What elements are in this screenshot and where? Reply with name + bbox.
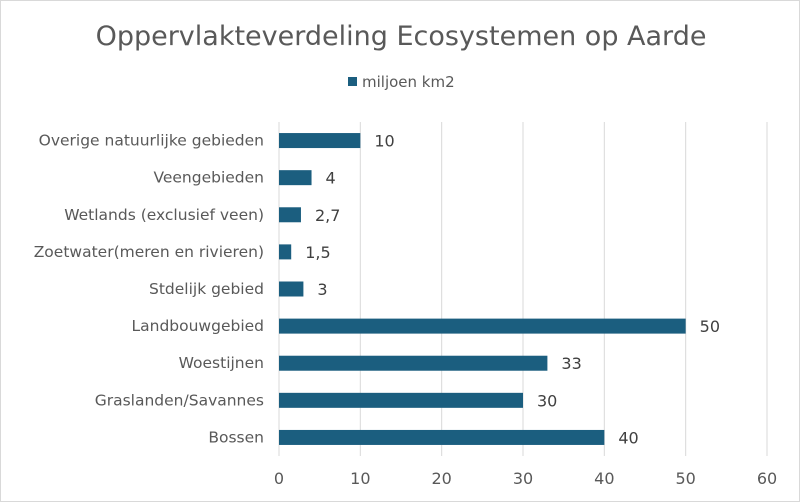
x-tick-label: 50 bbox=[675, 469, 695, 488]
data-label: 40 bbox=[618, 428, 638, 447]
legend-swatch bbox=[348, 77, 357, 86]
x-tick-label: 60 bbox=[757, 469, 777, 488]
x-tick-label: 40 bbox=[594, 469, 614, 488]
data-label: 33 bbox=[561, 354, 581, 373]
x-tick-label: 10 bbox=[350, 469, 370, 488]
bar bbox=[279, 207, 301, 223]
x-tick-label: 20 bbox=[431, 469, 451, 488]
category-label: Wetlands (exclusief veen) bbox=[64, 206, 264, 224]
legend-label: miljoen km2 bbox=[362, 73, 455, 91]
bar bbox=[279, 281, 304, 297]
data-label: 1,5 bbox=[305, 243, 330, 262]
data-label: 2,7 bbox=[315, 206, 340, 225]
chart-title: Oppervlakteverdeling Ecosystemen op Aard… bbox=[96, 21, 707, 52]
category-label: Veengebieden bbox=[153, 169, 264, 187]
bar bbox=[279, 429, 605, 445]
data-label: 3 bbox=[317, 280, 327, 299]
x-tick-label: 0 bbox=[274, 469, 284, 488]
data-label: 30 bbox=[537, 391, 557, 410]
bar bbox=[279, 244, 292, 260]
bar bbox=[279, 133, 361, 149]
category-label: Landbouwgebied bbox=[131, 317, 264, 335]
category-label: Zoetwater(meren en rivieren) bbox=[34, 243, 264, 261]
bar bbox=[279, 392, 523, 408]
bar bbox=[279, 170, 312, 186]
category-label: Bossen bbox=[208, 428, 264, 446]
data-label: 10 bbox=[374, 132, 394, 151]
category-label: Stdelijk gebied bbox=[149, 280, 264, 298]
data-label: 4 bbox=[326, 169, 336, 188]
bar bbox=[279, 355, 548, 371]
category-label: Overige natuurlijke gebieden bbox=[39, 132, 264, 150]
data-label: 50 bbox=[700, 317, 720, 336]
category-label: Graslanden/Savannes bbox=[95, 391, 264, 409]
category-label: Woestijnen bbox=[179, 354, 264, 372]
x-tick-label: 30 bbox=[513, 469, 533, 488]
bar bbox=[279, 318, 686, 334]
